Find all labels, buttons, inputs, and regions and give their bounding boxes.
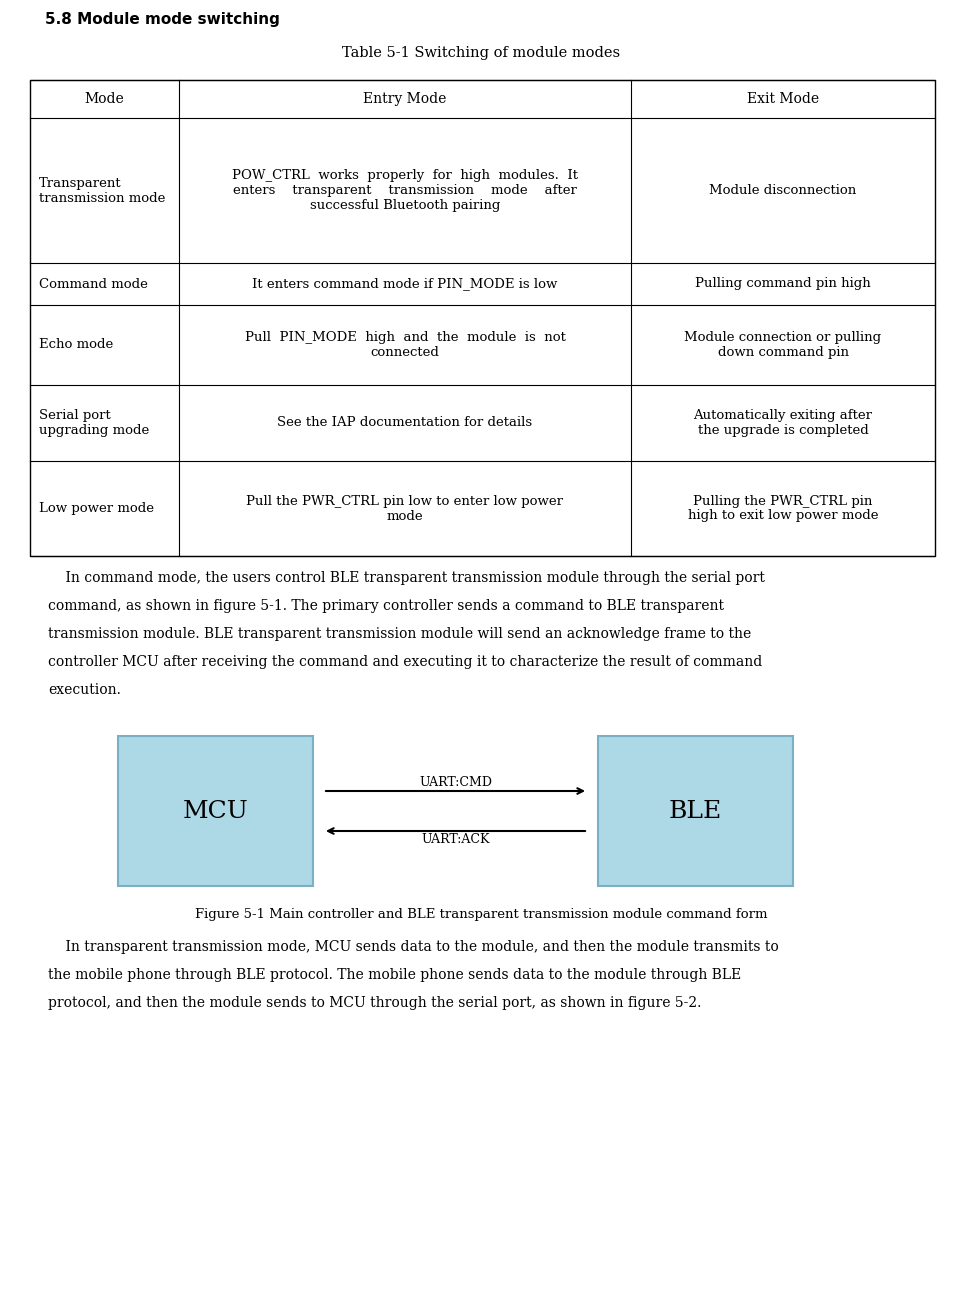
Text: Pull the PWR_CTRL pin low to enter low power
mode: Pull the PWR_CTRL pin low to enter low p… [247, 494, 563, 523]
Text: Pull  PIN_MODE  high  and  the  module  is  not
connected: Pull PIN_MODE high and the module is not… [245, 331, 565, 358]
Text: Figure 5-1 Main controller and BLE transparent transmission module command form: Figure 5-1 Main controller and BLE trans… [195, 908, 768, 921]
Text: command, as shown in figure 5-1. The primary controller sends a command to BLE t: command, as shown in figure 5-1. The pri… [48, 599, 724, 613]
Text: execution.: execution. [48, 683, 121, 697]
Text: transmission module. BLE transparent transmission module will send an acknowledg: transmission module. BLE transparent tra… [48, 628, 751, 641]
Text: Low power mode: Low power mode [39, 502, 154, 515]
Bar [118, 736, 313, 886]
Text: POW_CTRL  works  properly  for  high  modules.  It
enters    transparent    tran: POW_CTRL works properly for high modules… [232, 170, 578, 212]
Text: Automatically exiting after
the upgrade is completed: Automatically exiting after the upgrade … [693, 409, 872, 437]
Text: In transparent transmission mode, MCU sends data to the module, and then the mod: In transparent transmission mode, MCU se… [48, 939, 779, 954]
Bar [30, 80, 935, 556]
Text: protocol, and then the module sends to MCU through the serial port, as shown in : protocol, and then the module sends to M… [48, 996, 701, 1011]
Text: Mode: Mode [85, 92, 124, 106]
Bar [598, 736, 793, 886]
Text: Entry Mode: Entry Mode [363, 92, 447, 106]
Text: Transparent
transmission mode: Transparent transmission mode [39, 176, 166, 204]
Text: BLE: BLE [669, 800, 722, 823]
Text: Module disconnection: Module disconnection [710, 184, 857, 197]
Text: Serial port
upgrading mode: Serial port upgrading mode [39, 409, 149, 437]
Text: Command mode: Command mode [39, 277, 148, 290]
Text: MCU: MCU [183, 800, 248, 823]
Text: UART:CMD: UART:CMD [419, 776, 492, 789]
Text: Table 5-1 Switching of module modes: Table 5-1 Switching of module modes [343, 47, 620, 60]
Text: controller MCU after receiving the command and executing it to characterize the : controller MCU after receiving the comma… [48, 655, 763, 669]
Text: Pulling the PWR_CTRL pin
high to exit low power mode: Pulling the PWR_CTRL pin high to exit lo… [688, 494, 878, 523]
Text: In command mode, the users control BLE transparent transmission module through t: In command mode, the users control BLE t… [48, 571, 765, 585]
Text: Module connection or pulling
down command pin: Module connection or pulling down comman… [685, 331, 881, 358]
Text: 5.8 Module mode switching: 5.8 Module mode switching [45, 12, 280, 27]
Text: See the IAP documentation for details: See the IAP documentation for details [277, 417, 533, 430]
Text: the mobile phone through BLE protocol. The mobile phone sends data to the module: the mobile phone through BLE protocol. T… [48, 968, 742, 982]
Text: Echo mode: Echo mode [39, 339, 114, 352]
Text: Pulling command pin high: Pulling command pin high [695, 277, 871, 290]
Text: Exit Mode: Exit Mode [747, 92, 820, 106]
Text: It enters command mode if PIN_MODE is low: It enters command mode if PIN_MODE is lo… [252, 277, 558, 290]
Text: UART:ACK: UART:ACK [421, 833, 490, 846]
